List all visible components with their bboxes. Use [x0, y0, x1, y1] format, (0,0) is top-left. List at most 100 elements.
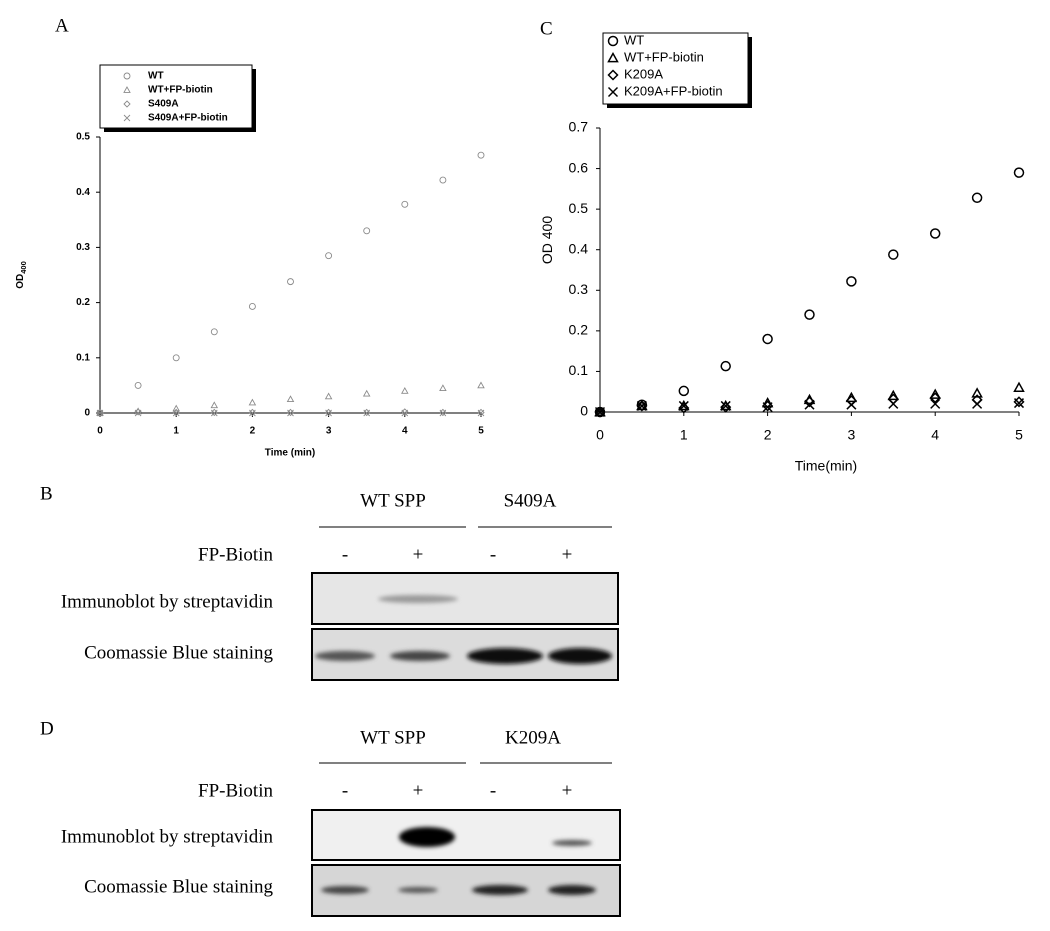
point [607, 35, 619, 47]
lane-sign: + [562, 544, 573, 565]
lane-sign: + [413, 544, 424, 565]
y-tick-label: 0.1 [569, 362, 589, 378]
point [248, 398, 257, 406]
lane-sign: - [342, 544, 348, 565]
point [210, 328, 218, 336]
point [324, 392, 333, 400]
point [123, 86, 131, 93]
point [762, 333, 773, 345]
point [804, 309, 815, 320]
legend [99, 64, 253, 129]
point [929, 388, 941, 399]
group-label: WT SPP [360, 727, 426, 748]
blot-frame [311, 572, 619, 625]
point [401, 409, 409, 417]
y-axis-label-sub: 400 [19, 261, 28, 274]
band [398, 887, 438, 893]
point [594, 406, 606, 418]
y-tick-label: 0 [580, 403, 588, 419]
treatment-label: FP-Biotin [198, 780, 273, 801]
x-axis-label: Time(min) [795, 458, 857, 474]
y-axis-label-main: OD [15, 274, 26, 289]
row-label: Immunoblot by streptavidin [61, 591, 274, 612]
panel-label: C [540, 18, 553, 39]
point [888, 398, 899, 409]
point [607, 86, 619, 98]
point [1013, 396, 1025, 408]
point [287, 409, 294, 417]
point [846, 399, 857, 410]
point [362, 389, 371, 397]
legend-entries: WT WT+FP-biotin K209A K209A+FP-biotin [624, 32, 723, 98]
point [248, 303, 256, 310]
point [846, 276, 857, 287]
band [552, 840, 592, 846]
x-tick-label: 4 [931, 427, 939, 443]
band [378, 595, 458, 603]
point [210, 409, 218, 417]
blot-labels: D WT SPP K209A FP-Biotin - + - + Immunoblot by s… [40, 718, 572, 897]
point [888, 249, 899, 260]
point [720, 360, 731, 372]
point [401, 386, 409, 394]
point [172, 409, 180, 417]
point [804, 399, 815, 410]
point [607, 51, 619, 63]
row-label: Coomassie Blue staining [84, 876, 273, 897]
x-tick-label: 1 [173, 426, 179, 437]
point [325, 409, 332, 417]
point [439, 409, 447, 417]
blot-labels: B WT SPP S409A FP-Biotin - + - + Immunoblot by s… [40, 483, 572, 663]
panel-label: D [40, 718, 54, 739]
point [971, 387, 983, 398]
y-axis-label: OD 400 [539, 216, 555, 264]
point [720, 400, 731, 411]
point [972, 398, 983, 409]
treatment-label: FP-Biotin [198, 544, 273, 565]
point [325, 252, 333, 260]
legend-label: WT [148, 71, 164, 82]
point [1013, 398, 1025, 409]
band [399, 827, 455, 847]
group-label: K209A [505, 727, 561, 748]
x-tick-label: 0 [596, 427, 604, 443]
blot-frame [311, 809, 621, 861]
point [210, 401, 219, 409]
legend-label: K209A+FP-biotin [624, 83, 723, 98]
legend-label: WT [624, 32, 644, 47]
legend-label: WT+FP-biotin [148, 85, 213, 96]
band [467, 648, 543, 664]
x-tick-label: 3 [326, 426, 332, 437]
lane-sign: - [342, 780, 348, 801]
x-tick-label: 2 [250, 426, 256, 437]
point [929, 228, 941, 239]
point [363, 227, 371, 235]
x-tick-label: 0 [97, 426, 103, 437]
blot-b [311, 526, 619, 681]
legend-label: K209A [624, 66, 663, 81]
point [607, 69, 619, 81]
legend [602, 32, 749, 105]
y-tick-label: 0 [84, 408, 90, 419]
band [321, 886, 369, 894]
point [930, 398, 941, 409]
row-label: Coomassie Blue staining [84, 642, 273, 663]
point [172, 354, 180, 362]
y-tick-label: 0.7 [569, 119, 589, 135]
point [96, 409, 104, 417]
panel-label: B [40, 483, 53, 504]
point [929, 392, 941, 404]
point [762, 402, 773, 413]
point [172, 404, 180, 412]
point [401, 200, 409, 208]
row-label: Immunoblot by streptavidin [61, 826, 274, 847]
point [249, 409, 256, 417]
point [803, 396, 816, 408]
group-label: S409A [504, 490, 557, 511]
point [96, 409, 104, 417]
y-axis-label: OD400 [15, 261, 28, 289]
y-axis-label-main: OD 400 [539, 216, 555, 264]
y-tick-label: 0.3 [569, 281, 589, 297]
lane-sign: - [490, 780, 496, 801]
